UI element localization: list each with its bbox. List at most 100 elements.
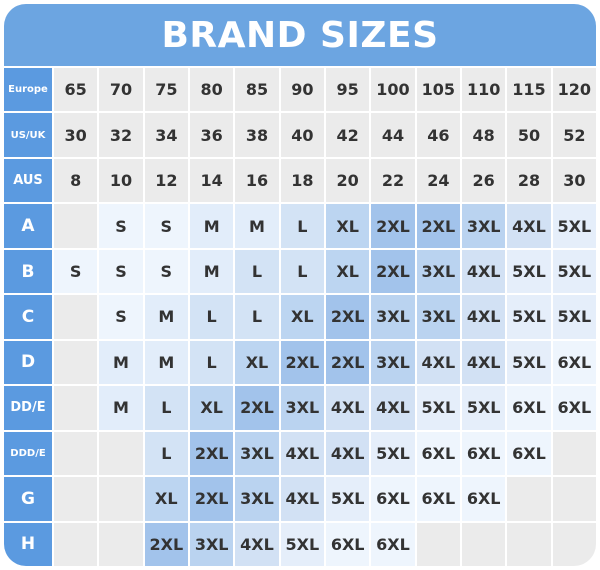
empty-cell	[507, 477, 551, 521]
band-size-cell: 105	[416, 68, 460, 112]
band-size-cell: 32	[99, 113, 143, 157]
band-size-cell: 90	[280, 68, 324, 112]
band-size-cell: 14	[189, 158, 234, 203]
band-size-cell: 70	[99, 68, 143, 112]
empty-cell	[54, 477, 98, 521]
band-size-cell: 100	[371, 68, 415, 112]
empty-cell	[54, 431, 98, 476]
band-size-cell: 12	[144, 158, 188, 203]
size-cell: XL	[235, 340, 279, 385]
band-size-cell: 120	[552, 68, 596, 112]
empty-cell	[507, 522, 551, 566]
size-cell: L	[280, 249, 324, 294]
size-cell: 4XL	[235, 522, 279, 566]
size-cell: 6XL	[507, 431, 551, 476]
size-cell: L	[144, 386, 188, 430]
size-chart-card: BRAND SIZES Europe 65 70 75 80 85 90 95 100 105 11…	[4, 4, 596, 566]
size-cell: XL	[280, 295, 324, 339]
size-cell: 4XL	[371, 386, 415, 430]
row-label: C	[4, 295, 52, 339]
size-cell: M	[235, 204, 279, 248]
row-label: Europe	[4, 68, 52, 112]
size-cell: 4XL	[461, 295, 506, 339]
row-label: H	[4, 522, 52, 566]
size-cell: XL	[325, 204, 370, 248]
band-size-cell: 48	[461, 113, 506, 157]
band-size-cell: 8	[54, 158, 98, 203]
empty-cell	[99, 431, 143, 476]
chart-title: BRAND SIZES	[4, 4, 596, 66]
size-cell: 2XL	[235, 386, 279, 430]
row-label: B	[4, 249, 52, 294]
empty-cell	[54, 522, 98, 566]
band-size-cell: 110	[461, 68, 506, 112]
size-cell: M	[189, 249, 234, 294]
size-cell: 2XL	[416, 204, 460, 248]
empty-cell	[552, 477, 596, 521]
size-cell: 4XL	[416, 340, 460, 385]
band-size-cell: 85	[235, 68, 279, 112]
row-label: D	[4, 340, 52, 385]
size-cell: 5XL	[461, 386, 506, 430]
band-size-cell: 40	[280, 113, 324, 157]
empty-cell	[54, 340, 98, 385]
band-size-cell: 52	[552, 113, 596, 157]
size-cell: M	[144, 295, 188, 339]
band-size-cell: 50	[507, 113, 551, 157]
size-cell: 3XL	[235, 431, 279, 476]
size-cell: 5XL	[507, 340, 551, 385]
size-cell: 4XL	[280, 431, 324, 476]
band-size-cell: 16	[235, 158, 279, 203]
band-size-cell: 28	[507, 158, 551, 203]
size-cell: 2XL	[189, 431, 234, 476]
size-cell: XL	[325, 249, 370, 294]
size-cell: 3XL	[371, 295, 415, 339]
size-cell: S	[99, 204, 143, 248]
empty-cell	[416, 522, 460, 566]
empty-cell	[54, 204, 98, 248]
size-cell: 4XL	[461, 340, 506, 385]
size-cell: 5XL	[552, 204, 596, 248]
size-cell: 4XL	[461, 249, 506, 294]
band-size-cell: 36	[189, 113, 234, 157]
empty-cell	[552, 431, 596, 476]
size-cell: 5XL	[552, 295, 596, 339]
size-cell: 5XL	[371, 431, 415, 476]
size-cell: 6XL	[325, 522, 370, 566]
size-cell: 6XL	[552, 340, 596, 385]
band-size-cell: 24	[416, 158, 460, 203]
size-cell: 5XL	[507, 295, 551, 339]
band-size-cell: 38	[235, 113, 279, 157]
empty-cell	[54, 386, 98, 430]
size-cell: 3XL	[371, 340, 415, 385]
band-size-cell: 65	[54, 68, 98, 112]
row-label: DD/E	[4, 386, 52, 430]
size-cell: 4XL	[280, 477, 324, 521]
band-size-cell: 46	[416, 113, 460, 157]
band-size-cell: 42	[325, 113, 370, 157]
size-cell: XL	[189, 386, 234, 430]
empty-cell	[552, 522, 596, 566]
band-size-cell: 44	[371, 113, 415, 157]
size-cell: 5XL	[280, 522, 324, 566]
size-cell: S	[99, 249, 143, 294]
empty-cell	[99, 522, 143, 566]
empty-cell	[54, 295, 98, 339]
size-grid: Europe 65 70 75 80 85 90 95 100 105 110 115 120 US/UK…	[4, 68, 596, 566]
band-size-cell: 22	[371, 158, 415, 203]
empty-cell	[99, 477, 143, 521]
row-label: A	[4, 204, 52, 248]
size-cell: 6XL	[461, 431, 506, 476]
size-cell: 6XL	[461, 477, 506, 521]
size-cell: L	[144, 431, 188, 476]
size-cell: S	[99, 295, 143, 339]
size-cell: L	[280, 204, 324, 248]
band-size-cell: 18	[280, 158, 324, 203]
size-cell: 3XL	[189, 522, 234, 566]
band-size-cell: 75	[144, 68, 188, 112]
band-size-cell: 10	[99, 158, 143, 203]
size-cell: 4XL	[507, 204, 551, 248]
size-cell: 6XL	[507, 386, 551, 430]
band-size-cell: 26	[461, 158, 506, 203]
size-cell: 3XL	[461, 204, 506, 248]
